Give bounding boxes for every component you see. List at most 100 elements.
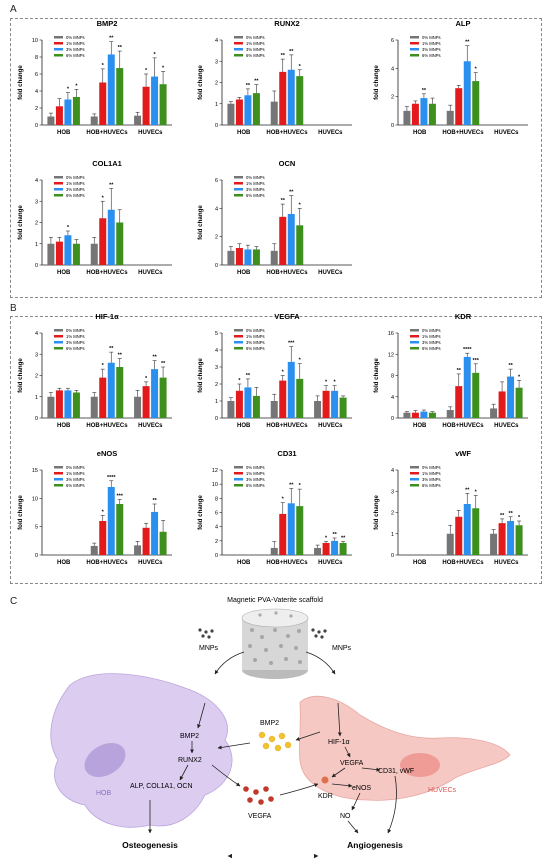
bar xyxy=(116,504,124,555)
significance-star: ** xyxy=(289,190,294,196)
legend-label: 1% MNPs xyxy=(422,471,441,476)
y-axis-label: fold change xyxy=(197,495,204,530)
bar xyxy=(72,96,80,125)
cd31-to-angiogenesis-arrow xyxy=(387,775,397,834)
significance-star: ** xyxy=(109,36,114,42)
y-tick-label: 0 xyxy=(215,123,218,129)
significance-star: * xyxy=(75,83,78,89)
bar xyxy=(116,222,124,265)
y-tick-label: 6 xyxy=(215,178,218,184)
mnps-left-dots xyxy=(198,628,214,639)
bar xyxy=(227,250,235,265)
bar xyxy=(107,487,115,555)
x-category-label: HUVECs xyxy=(138,130,163,136)
chart-title: CD31 xyxy=(277,449,296,458)
panel-b-label: B xyxy=(10,303,17,314)
bar xyxy=(55,106,63,125)
y-tick-label: 0 xyxy=(35,416,38,422)
bar xyxy=(287,361,295,418)
y-tick-label: 0 xyxy=(391,416,394,422)
legend-swatch xyxy=(234,329,243,332)
y-axis-label: fold change xyxy=(373,358,380,393)
x-category-label: HOB+HUVECs xyxy=(86,270,128,276)
legend-swatch xyxy=(410,42,419,45)
y-tick-label: 3 xyxy=(35,352,38,358)
legend-swatch xyxy=(410,347,419,350)
bmp2-particles xyxy=(258,731,292,752)
legend-label: 0% MNPs xyxy=(66,35,85,40)
bar xyxy=(244,387,252,418)
significance-star: * xyxy=(325,536,328,542)
significance-star: * xyxy=(299,64,302,70)
y-tick-label: 3 xyxy=(35,199,38,205)
mnps-right-label: MNPs xyxy=(332,645,352,652)
bar xyxy=(420,411,428,418)
legend-swatch xyxy=(410,341,419,344)
bar xyxy=(99,82,107,125)
bar xyxy=(252,93,260,125)
legend-label: 6% MNPs xyxy=(422,346,441,351)
y-tick-label: 2 xyxy=(215,81,218,87)
significance-star: * xyxy=(102,63,105,69)
legend-swatch xyxy=(234,42,243,45)
y-tick-label: 4 xyxy=(215,206,218,212)
chart-title: VEGFA xyxy=(274,312,300,321)
angiogenesis-label: Angiogenesis xyxy=(347,840,403,850)
x-category-label: HOB+HUVECs xyxy=(442,423,484,429)
y-tick-label: 0 xyxy=(35,123,38,129)
legend-label: 0% MNPs xyxy=(246,175,265,180)
significance-star: * xyxy=(475,67,478,73)
legend-label: 3% MNPs xyxy=(66,477,85,482)
scaffold-to-mnps-left-arrow xyxy=(214,651,245,675)
bar xyxy=(403,110,411,125)
legend-label: 3% MNPs xyxy=(66,47,85,52)
legend-swatch xyxy=(410,466,419,469)
huvec-no-label: NO xyxy=(340,813,351,820)
y-tick-label: 0 xyxy=(391,553,394,559)
significance-star: ** xyxy=(289,482,294,488)
legend-label: 1% MNPs xyxy=(246,41,265,46)
bar xyxy=(270,401,278,418)
osteogenesis-label: Osteogenesis xyxy=(122,840,178,850)
bar xyxy=(64,235,72,265)
bar xyxy=(490,533,498,555)
bar xyxy=(279,216,287,265)
y-axis-label: fold change xyxy=(373,495,380,530)
bar xyxy=(142,386,150,418)
chart-title: RUNX2 xyxy=(274,19,299,28)
hif-to-vegfa-arrow xyxy=(344,746,351,758)
legend-label: 1% MNPs xyxy=(246,471,265,476)
x-category-label: HOB xyxy=(413,560,427,566)
bar xyxy=(314,547,322,555)
huvec-cd31-label: CD31, vWF xyxy=(378,768,414,775)
bar xyxy=(142,527,150,555)
bar xyxy=(227,103,235,125)
x-category-label: HUVECs xyxy=(318,560,343,566)
x-category-label: HOB xyxy=(57,130,71,136)
legend-swatch xyxy=(234,472,243,475)
bmp2-huvec-exchange-arrow xyxy=(295,731,321,741)
bar xyxy=(322,542,330,555)
bar xyxy=(227,401,235,418)
bar xyxy=(296,225,304,265)
bar xyxy=(270,250,278,265)
bar xyxy=(151,369,159,418)
significance-star: ** xyxy=(289,49,294,55)
significance-star: ** xyxy=(246,373,251,379)
significance-star: * xyxy=(67,87,70,93)
y-tick-label: 10 xyxy=(32,38,38,44)
y-axis-label: fold change xyxy=(17,65,24,100)
bar xyxy=(331,390,339,418)
bar xyxy=(252,249,260,265)
x-category-label: HOB+HUVECs xyxy=(86,423,128,429)
legend-swatch xyxy=(54,54,63,57)
legend-label: 0% MNPs xyxy=(66,328,85,333)
mnps-to-bmp2-arrow xyxy=(197,702,206,729)
vegfa-to-kdr-arrow xyxy=(279,783,319,796)
y-tick-label: 8 xyxy=(35,55,38,61)
legend-swatch xyxy=(54,194,63,197)
significance-star: ** xyxy=(341,536,346,542)
significance-star: * xyxy=(102,509,105,515)
legend-swatch xyxy=(234,484,243,487)
y-tick-label: 15 xyxy=(32,468,38,474)
